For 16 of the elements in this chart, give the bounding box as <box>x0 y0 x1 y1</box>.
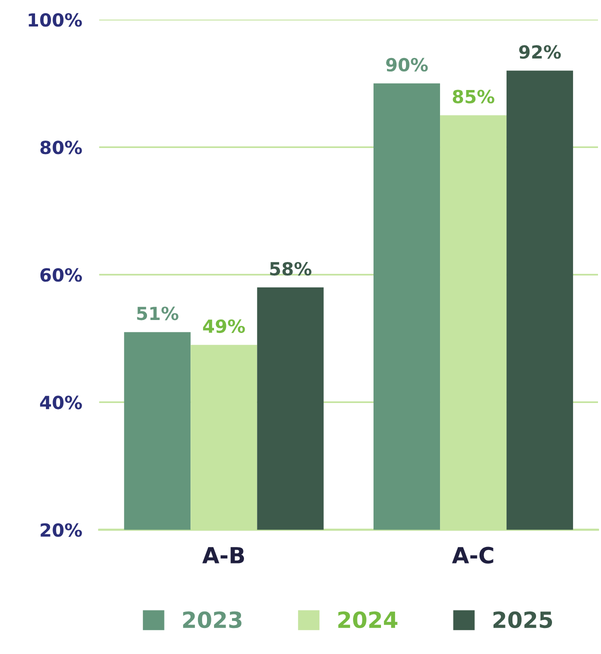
data-label: 49% <box>203 319 245 333</box>
legend-label: 2025 <box>493 611 552 628</box>
data-label: 51% <box>137 306 178 320</box>
x-tick-label: A-B <box>202 547 244 564</box>
y-tick-label: 100% <box>28 13 82 27</box>
data-label: 58% <box>270 262 312 276</box>
data-label: 92% <box>519 45 561 59</box>
y-tick-label: 60% <box>40 268 82 282</box>
y-tick-label: 40% <box>40 396 82 410</box>
y-tick-label: 20% <box>40 523 82 537</box>
data-label: 85% <box>452 90 494 104</box>
legend-label: 2024 <box>338 611 398 628</box>
y-tick-label: 80% <box>40 140 82 154</box>
data-label: 90% <box>386 58 428 72</box>
x-tick-label: A-C <box>452 546 494 564</box>
legend-label: 2023 <box>183 611 242 628</box>
